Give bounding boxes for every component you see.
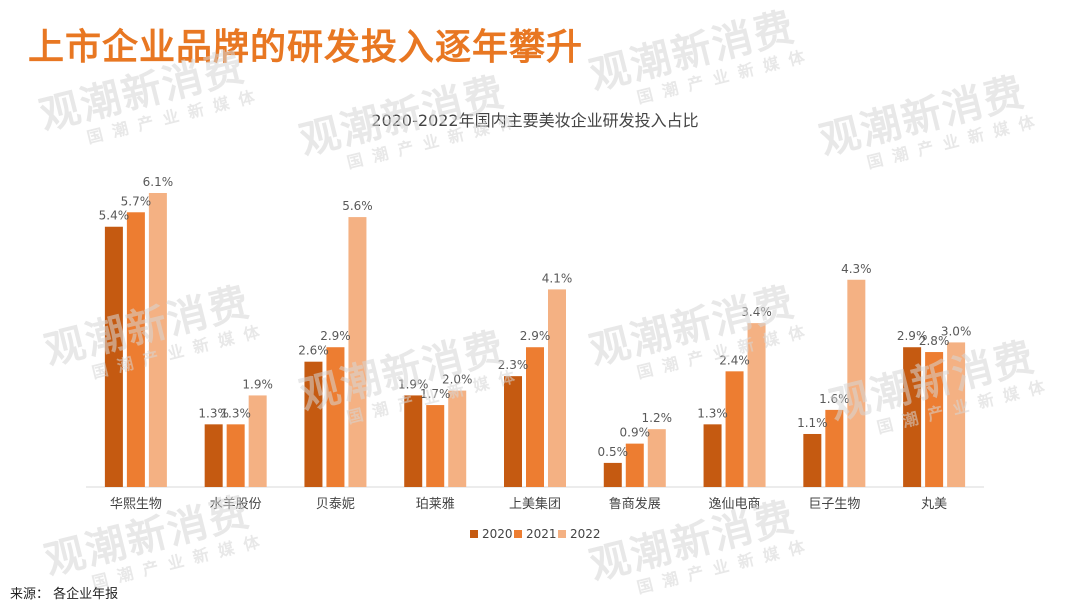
x-tick-label: 上美集团: [509, 496, 561, 512]
data-label: 5.7%: [121, 194, 152, 208]
bar-2020-鲁商发展: [603, 462, 622, 487]
legend-swatch-2021: [514, 530, 522, 538]
data-label: 1.2%: [642, 411, 673, 425]
data-label: 1.9%: [242, 377, 273, 391]
bar-2020-珀莱雅: [404, 395, 423, 487]
data-labels-group: 5.4%5.7%6.1%1.3%1.3%1.9%2.6%2.9%5.6%1.9%…: [99, 175, 972, 459]
bar-2022-逸仙电商: [747, 323, 766, 487]
data-label: 3.4%: [741, 305, 772, 319]
data-label: 4.1%: [542, 271, 573, 285]
x-tick-label: 巨子生物: [808, 497, 860, 512]
bar-2020-丸美: [903, 347, 922, 487]
bar-2022-上美集团: [548, 289, 566, 487]
data-label: 2.0%: [442, 373, 473, 387]
bar-2020-巨子生物: [803, 433, 822, 487]
bar-2020-华熙生物: [104, 226, 123, 487]
bar-2021-丸美: [925, 352, 944, 487]
page-title: 上市企业品牌的研发投入逐年攀升: [28, 27, 584, 68]
x-tick-label: 珀莱雅: [416, 497, 455, 512]
data-label: 2.9%: [320, 329, 351, 343]
x-tick-label: 贝泰妮: [316, 497, 355, 512]
bar-2021-水羊股份: [226, 424, 245, 487]
data-label: 2.4%: [719, 353, 750, 367]
legend-label: 2020: [482, 527, 513, 541]
bar-2022-巨子生物: [847, 279, 866, 487]
data-label: 4.3%: [841, 262, 872, 276]
legend: 2020 2021 2022: [470, 527, 601, 541]
bar-2020-逸仙电商: [703, 424, 722, 487]
data-label: 1.6%: [819, 392, 850, 406]
bar-2021-华熙生物: [126, 212, 145, 487]
bar-2022-鲁商发展: [647, 429, 666, 487]
data-label: 1.9%: [398, 377, 429, 391]
data-label: 1.7%: [420, 387, 451, 401]
bar-2022-丸美: [947, 342, 966, 487]
bar-2022-华熙生物: [148, 193, 167, 487]
bars-group: [104, 193, 966, 487]
data-label: 2.6%: [298, 344, 329, 358]
data-label: 1.3%: [198, 406, 229, 420]
bar-2020-水羊股份: [204, 424, 223, 487]
data-label: 0.5%: [598, 445, 629, 459]
data-label: 2.9%: [897, 329, 928, 343]
x-tick-label: 华熙生物: [110, 497, 162, 512]
data-label: 5.4%: [99, 209, 130, 223]
data-label: 5.6%: [342, 199, 373, 213]
legend-label: 2021: [526, 527, 557, 541]
data-label: 1.1%: [797, 416, 828, 430]
data-label: 1.3%: [697, 406, 728, 420]
bar-2020-上美集团: [504, 376, 522, 487]
x-tick-label: 逸仙电商: [709, 497, 761, 512]
x-tick-label: 丸美: [921, 497, 947, 512]
bar-2020-贝泰妮: [304, 361, 323, 487]
data-label: 2.3%: [498, 358, 529, 372]
bar-2021-巨子生物: [825, 409, 844, 487]
data-label: 6.1%: [143, 175, 174, 189]
bar-2021-鲁商发展: [625, 443, 644, 487]
bar-2022-水羊股份: [248, 395, 267, 487]
x-tick-label: 鲁商发展: [609, 496, 661, 512]
bar-2021-珀莱雅: [426, 405, 445, 487]
legend-label: 2022: [570, 527, 601, 541]
data-label: 2.9%: [520, 329, 551, 343]
x-tick-labels-group: 华熙生物 水羊股份 贝泰妮 珀莱雅 上美集团 鲁商发展 逸仙电商 巨子生物 丸美: [110, 496, 947, 512]
data-label: 1.3%: [220, 406, 251, 420]
legend-swatch-2020: [470, 530, 478, 538]
data-label: 0.9%: [620, 426, 651, 440]
bar-2021-贝泰妮: [326, 347, 345, 487]
chart-title: 2020-2022年国内主要美妆企业研发投入占比: [371, 111, 698, 130]
bar-2021-逸仙电商: [725, 371, 744, 487]
source-note: 来源： 各企业年报: [10, 587, 119, 602]
data-label: 2.8%: [919, 334, 950, 348]
x-tick-label: 水羊股份: [210, 496, 262, 512]
legend-swatch-2022: [558, 530, 566, 538]
bar-2022-珀莱雅: [448, 390, 467, 487]
bar-2021-上美集团: [526, 347, 544, 487]
bar-2022-贝泰妮: [348, 217, 367, 487]
data-label: 3.0%: [941, 324, 972, 338]
